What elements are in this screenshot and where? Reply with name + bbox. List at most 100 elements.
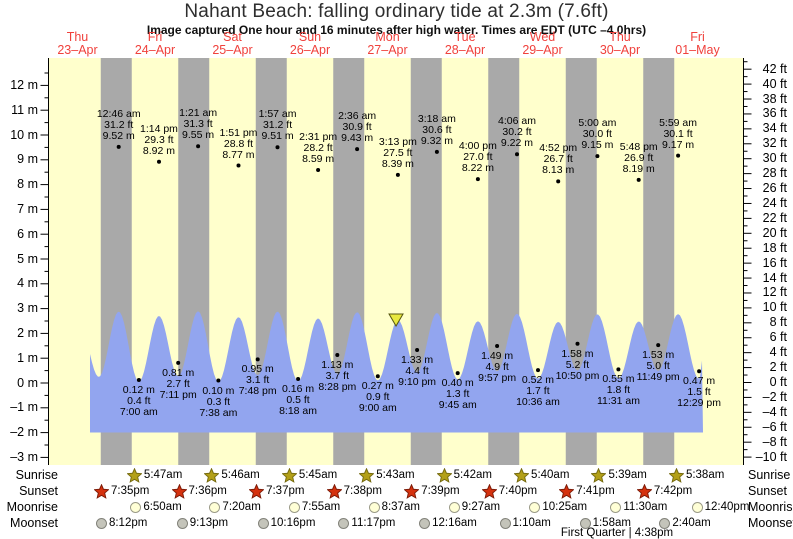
astro-event: 8:12pm xyxy=(95,515,147,531)
astro-event: 7:42pm xyxy=(636,483,692,499)
sunrise-star-icon xyxy=(281,467,297,483)
astro-event: 1:10am xyxy=(499,515,551,531)
astro-row-label-left: Moonset xyxy=(10,516,58,530)
high-tide-dot xyxy=(157,159,161,164)
astro-event: 12:40pm xyxy=(691,499,749,515)
low-tide-label: 0.12 m 0.4 ft 7:00 am xyxy=(119,384,158,419)
left-axis-tick-label: 9 m xyxy=(17,152,38,167)
moonset-circle-icon xyxy=(419,517,431,529)
astro-event: 5:39am xyxy=(591,467,647,483)
high-tide-label: 12:46 am 31.2 ft 9.52 m xyxy=(96,107,141,142)
right-axis-tick-label: 8 ft xyxy=(769,315,787,330)
left-axis-tick-label: 8 m xyxy=(17,177,38,192)
low-tide-label: 0.10 m 0.3 ft 7:38 am xyxy=(199,384,238,419)
low-tide-dot xyxy=(616,367,621,372)
right-axis-tick-label: 22 ft xyxy=(762,210,787,225)
high-tide-label: 4:52 pm 26.7 ft 8.13 m xyxy=(539,142,578,177)
astro-event: 1:58am xyxy=(579,515,631,531)
high-tide-label: 3:18 am 30.6 ft 9.32 m xyxy=(417,112,456,147)
right-axis-tick-label: 24 ft xyxy=(762,195,787,210)
low-tide-label: 1.33 m 4.4 ft 9:10 pm xyxy=(398,354,437,389)
moonrise-circle-icon xyxy=(288,501,300,513)
astro-event: 11:17pm xyxy=(338,515,395,531)
moonrise-circle-icon xyxy=(130,501,142,513)
high-tide-label: 2:31 pm 28.2 ft 8.59 m xyxy=(299,130,338,165)
right-axis-tick-label: 34 ft xyxy=(762,121,787,136)
tide-curve xyxy=(90,311,703,433)
low-tide-label: 1.49 m 4.9 ft 9:57 pm xyxy=(478,350,517,385)
astro-event: 7:35pm xyxy=(93,483,149,499)
low-tide-dot xyxy=(495,344,500,348)
high-tide-dot xyxy=(556,179,561,184)
astro-event: 5:46am xyxy=(204,467,260,483)
moonrise-circle-icon xyxy=(691,501,703,513)
moonrise-circle-icon xyxy=(610,501,622,513)
high-tide-dot xyxy=(236,163,241,168)
left-axis-tick-label: –3 m xyxy=(10,449,38,464)
astro-event: 7:55am xyxy=(288,499,340,515)
chart-subtitle: Image captured One hour and 16 minutes a… xyxy=(146,23,647,37)
low-tide-dot xyxy=(375,374,380,379)
low-tide-dot xyxy=(415,348,420,352)
left-axis-tick-label: 4 m xyxy=(17,276,38,291)
current-level-marker-icon xyxy=(388,313,404,327)
right-axis-tick-label: 36 ft xyxy=(762,106,787,121)
moonrise-circle-icon xyxy=(209,501,221,513)
sunset-star-icon xyxy=(326,483,342,499)
right-axis-tick-label: 16 ft xyxy=(762,255,787,270)
high-tide-dot xyxy=(515,152,519,157)
right-axis-tick-label: 18 ft xyxy=(762,240,787,255)
day-label: Thu 30–Apr xyxy=(599,30,641,57)
low-tide-label: 0.81 m 2.7 ft 7:11 pm xyxy=(159,366,197,401)
low-tide-label: 1.13 m 3.7 ft 8:28 pm xyxy=(318,358,357,393)
right-axis-tick-label: 12 ft xyxy=(762,285,787,300)
chart-title: Nahant Beach: falling ordinary tide at 2… xyxy=(184,1,609,22)
sunset-star-icon xyxy=(481,483,497,499)
astro-event: 9:27am xyxy=(448,499,500,515)
moonset-circle-icon xyxy=(257,517,269,529)
right-axis-tick-label: 32 ft xyxy=(762,136,787,151)
astro-row-label-right: Sunset xyxy=(748,484,787,498)
high-tide-dot xyxy=(636,177,641,182)
right-axis-tick-label: 10 ft xyxy=(762,300,787,315)
low-tide-dot xyxy=(176,360,181,365)
astro-event: 11:30am xyxy=(610,499,667,515)
right-axis-tick-label: 40 ft xyxy=(762,76,787,91)
astro-event: 12:16am xyxy=(419,515,477,531)
low-tide-label: 0.52 m 1.7 ft 10:36 am xyxy=(516,374,560,409)
high-tide-dot xyxy=(595,154,600,159)
right-axis-tick-label: 38 ft xyxy=(762,91,787,106)
low-tide-label: 0.27 m 0.9 ft 9:00 am xyxy=(358,380,397,415)
left-axis-tick-label: 0 m xyxy=(17,375,38,390)
astro-event: 5:40am xyxy=(514,467,569,483)
sunset-star-icon xyxy=(559,483,575,499)
right-axis-tick-label: 14 ft xyxy=(762,270,787,285)
moonset-circle-icon xyxy=(579,517,591,529)
moonset-circle-icon xyxy=(338,517,350,529)
high-tide-label: 5:59 am 30.1 ft 9.17 m xyxy=(659,116,698,151)
day-label: Tue 28–Apr xyxy=(444,30,486,57)
left-axis-tick-label: 6 m xyxy=(17,226,38,241)
left-axis-tick-label: 10 m xyxy=(10,127,38,142)
high-tide-dot xyxy=(434,149,439,154)
low-tide-dot xyxy=(575,341,580,346)
low-tide-dot xyxy=(216,378,221,383)
astro-row-label-left: Sunset xyxy=(19,484,58,498)
astro-row-label-left: Sunrise xyxy=(15,468,58,482)
sunset-star-icon xyxy=(636,483,652,499)
day-label: Wed 29–Apr xyxy=(522,30,563,57)
moonset-circle-icon xyxy=(499,517,511,529)
high-tide-label: 4:00 pm 27.0 ft 8.22 m xyxy=(458,140,497,175)
high-tide-dot xyxy=(395,172,400,177)
low-tide-dot xyxy=(697,369,702,374)
low-tide-label: 0.16 m 0.5 ft 8:18 am xyxy=(279,383,318,418)
high-tide-dot xyxy=(275,145,280,150)
right-axis-tick-label: –10 ft xyxy=(755,449,787,464)
left-axis-tick-label: –1 m xyxy=(10,400,38,415)
high-tide-dot xyxy=(676,153,681,158)
high-tide-label: 5:00 am 30.0 ft 9.15 m xyxy=(578,117,617,152)
left-axis-tick-label: 7 m xyxy=(17,201,38,216)
astro-event: 2:40am xyxy=(659,515,711,531)
astro-event: 7:38pm xyxy=(326,483,382,499)
high-tide-dot xyxy=(316,168,321,172)
